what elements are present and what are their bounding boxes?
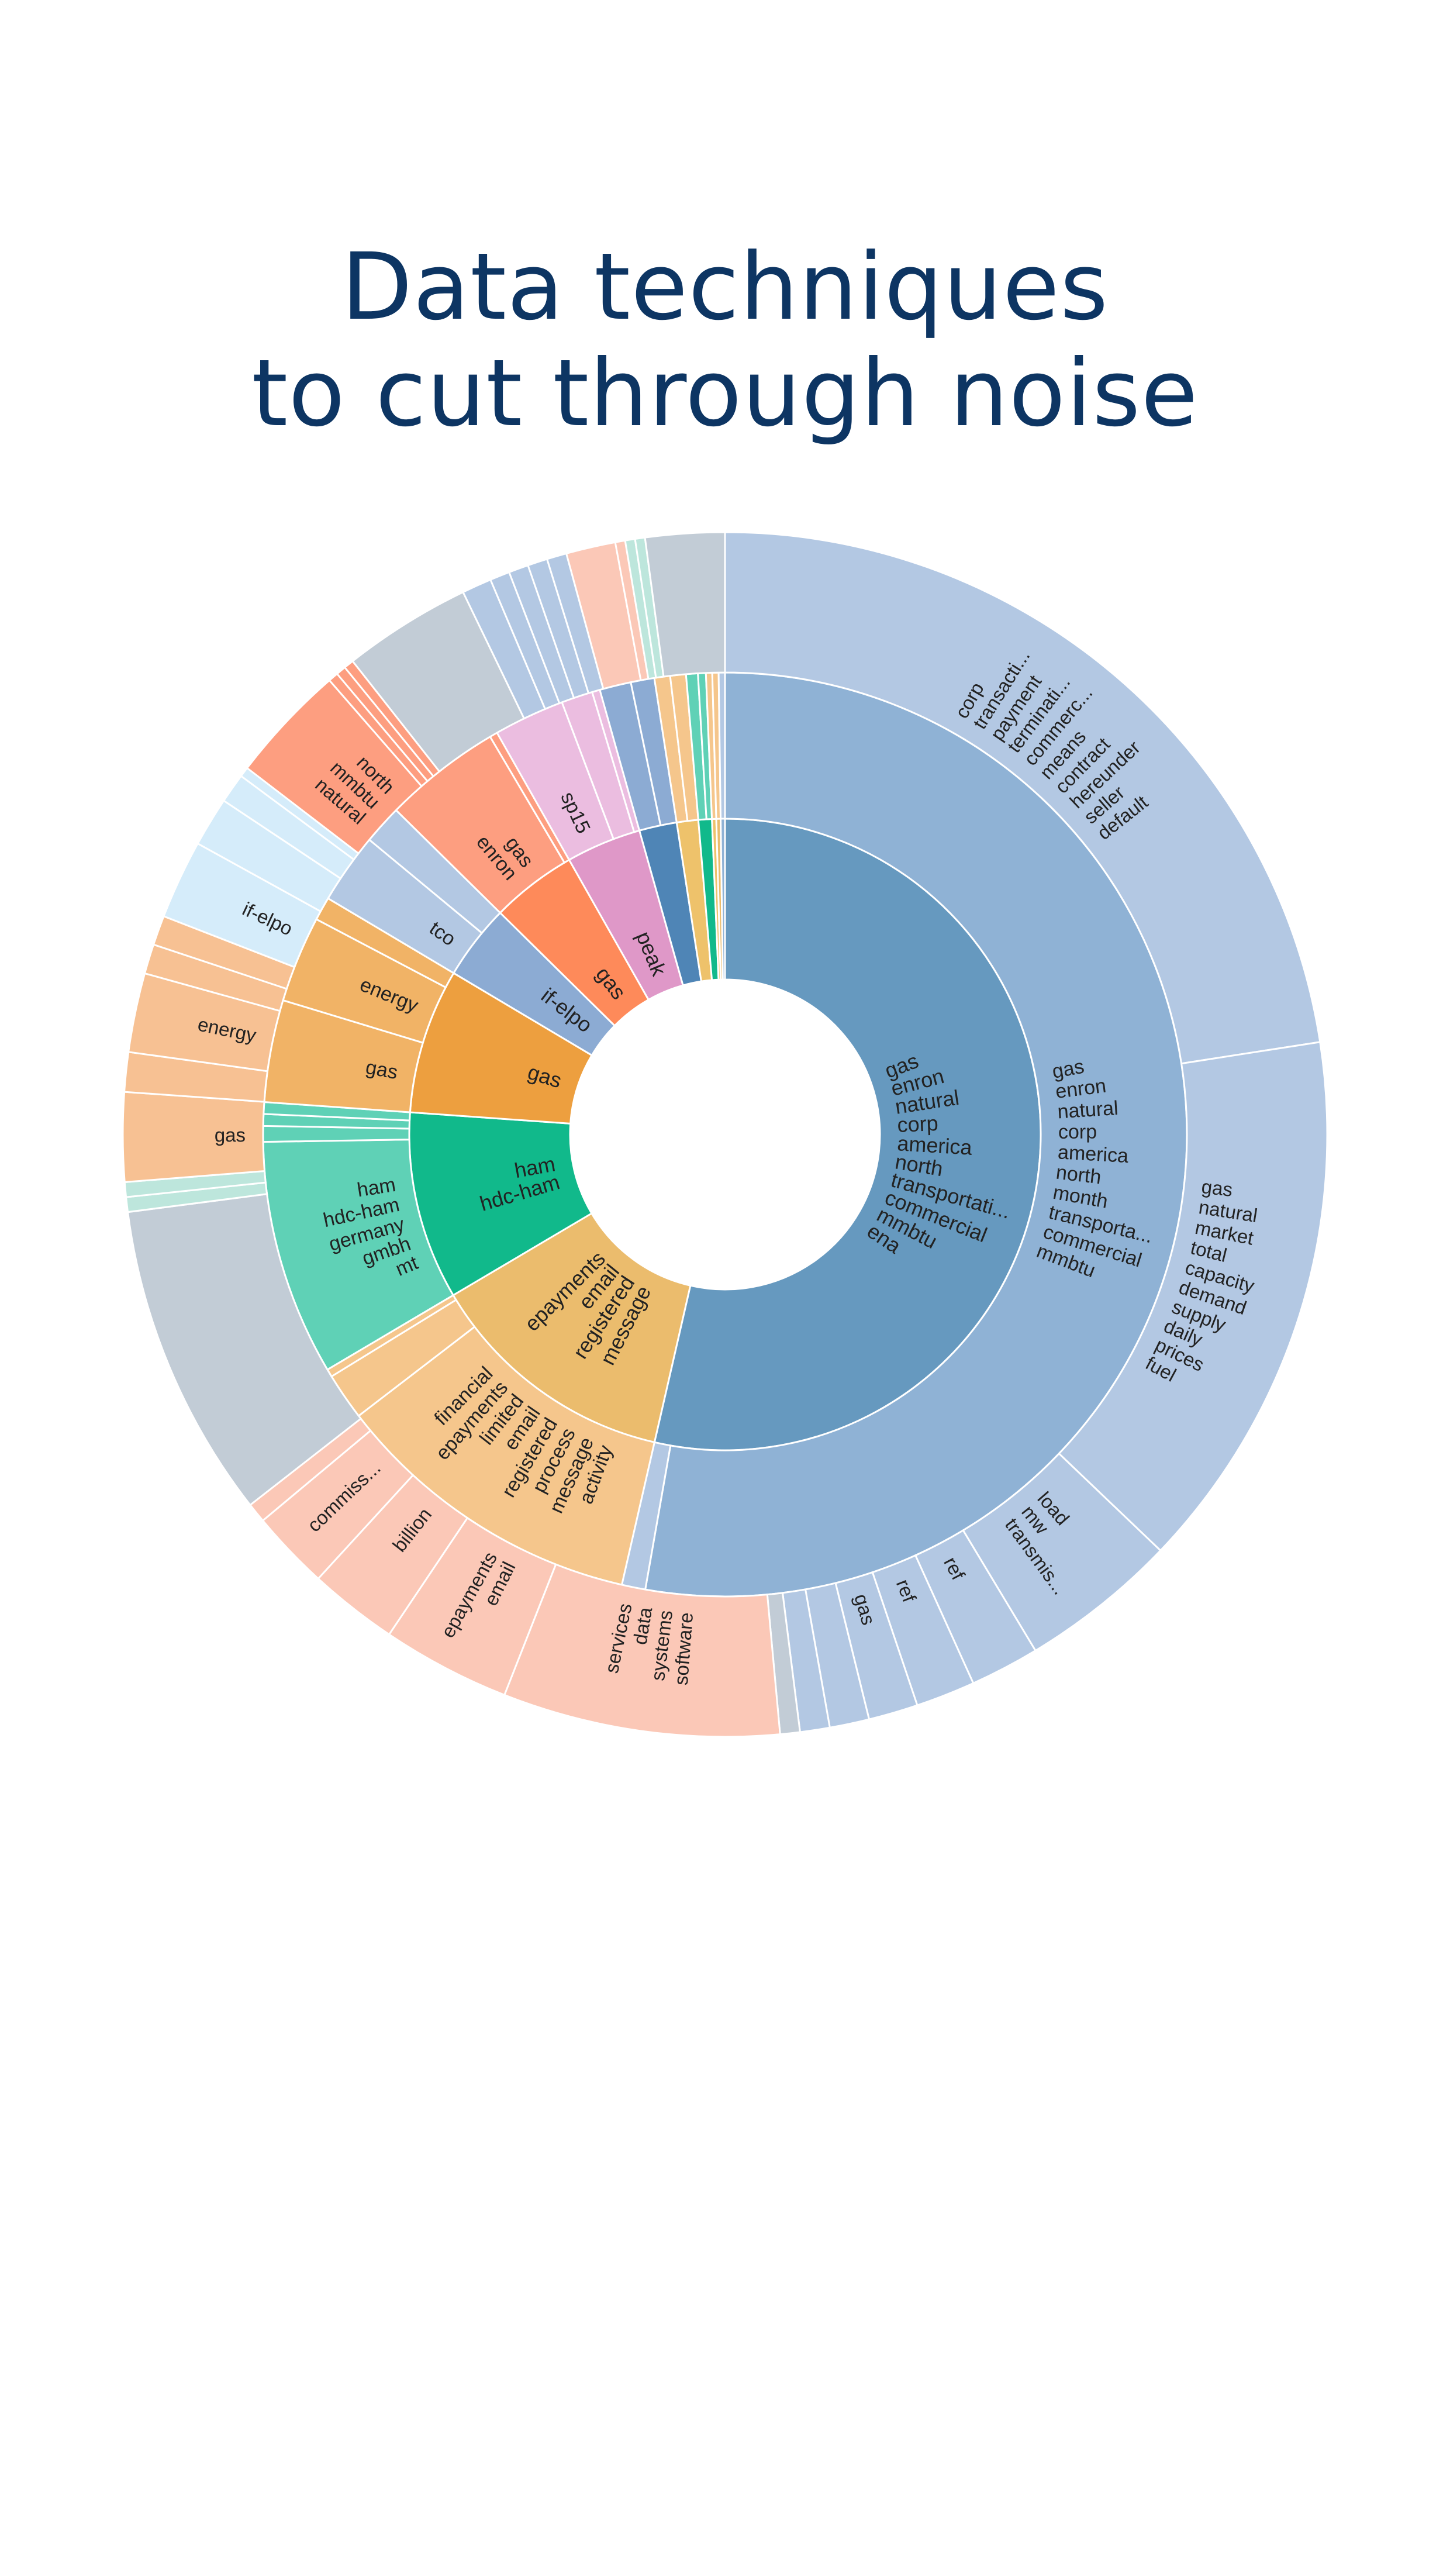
chart-title: Data techniques to cut through noise <box>0 234 1450 447</box>
title-line-2: to cut through noise <box>251 340 1199 447</box>
ring-middle: gasenronnaturalcorpamericanorthmonthtran… <box>262 671 1188 1598</box>
middle-term-label: north <box>1055 1161 1102 1189</box>
outer-segment[interactable] <box>1058 1041 1328 1552</box>
title-line-1: Data techniques <box>341 233 1109 341</box>
inner-term-label: corp <box>897 1111 939 1137</box>
center-hole <box>572 981 878 1288</box>
middle-term-label: natural <box>1057 1097 1118 1123</box>
middle-term-label: america <box>1057 1141 1129 1167</box>
outer-term-label: gas <box>1200 1175 1234 1201</box>
outer-segment[interactable] <box>724 531 1321 1065</box>
outer-segment[interactable] <box>644 531 726 678</box>
ring-outer: corptransacti...paymentterminati...comme… <box>122 531 1328 1738</box>
middle-segment[interactable] <box>717 671 726 820</box>
ring-inner: gasenronnaturalcorpamericanorthtransport… <box>408 818 1042 1451</box>
inner-term-label: america <box>896 1131 973 1160</box>
outer-term-label: gas <box>215 1124 246 1146</box>
middle-term-label: corp <box>1058 1121 1097 1143</box>
